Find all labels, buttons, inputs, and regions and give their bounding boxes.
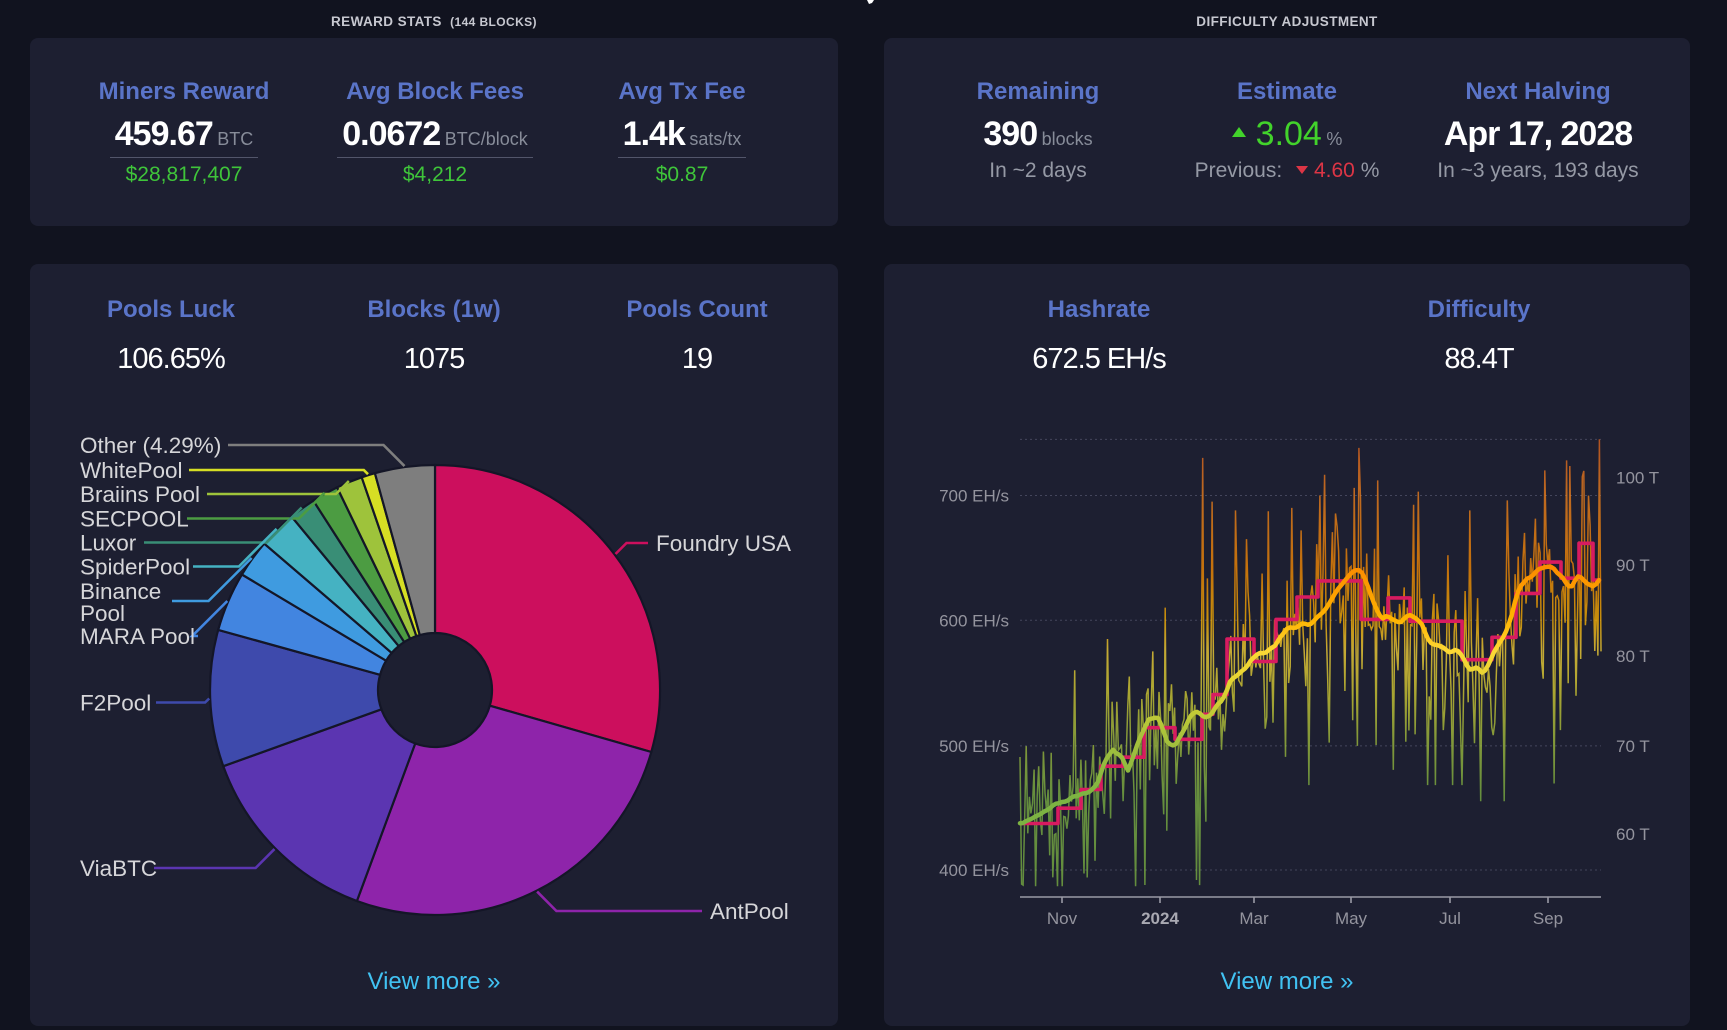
svg-text:Braiins Pool: Braiins Pool xyxy=(80,482,200,507)
svg-text:70 T: 70 T xyxy=(1616,737,1650,756)
svg-text:Luxor: Luxor xyxy=(80,531,137,556)
svg-text:SECPOOL: SECPOOL xyxy=(80,507,189,532)
svg-text:Binance: Binance xyxy=(80,579,161,604)
svg-text:MARA Pool: MARA Pool xyxy=(80,624,195,649)
svg-text:90 T: 90 T xyxy=(1616,556,1650,575)
svg-text:SpiderPool: SpiderPool xyxy=(80,555,190,580)
svg-text:AntPool: AntPool xyxy=(710,899,789,924)
svg-text:F2Pool: F2Pool xyxy=(80,691,151,716)
svg-text:400 EH/s: 400 EH/s xyxy=(939,861,1009,880)
svg-text:100 T: 100 T xyxy=(1616,469,1659,488)
svg-text:ViaBTC: ViaBTC xyxy=(80,856,157,881)
svg-text:Nov: Nov xyxy=(1047,909,1078,928)
svg-text:Foundry USA: Foundry USA xyxy=(656,531,791,556)
svg-text:May: May xyxy=(1335,909,1368,928)
svg-text:2024: 2024 xyxy=(1141,909,1179,928)
svg-text:Mar: Mar xyxy=(1239,909,1269,928)
svg-text:700 EH/s: 700 EH/s xyxy=(939,487,1009,506)
svg-text:60 T: 60 T xyxy=(1616,825,1650,844)
svg-text:80 T: 80 T xyxy=(1616,647,1650,666)
svg-text:Sep: Sep xyxy=(1533,909,1563,928)
svg-text:600 EH/s: 600 EH/s xyxy=(939,611,1009,630)
svg-text:Jul: Jul xyxy=(1439,909,1461,928)
svg-text:500 EH/s: 500 EH/s xyxy=(939,737,1009,756)
svg-text:Pool: Pool xyxy=(80,601,125,626)
svg-text:WhitePool: WhitePool xyxy=(80,458,183,483)
svg-text:Other (4.29%): Other (4.29%) xyxy=(80,433,221,458)
